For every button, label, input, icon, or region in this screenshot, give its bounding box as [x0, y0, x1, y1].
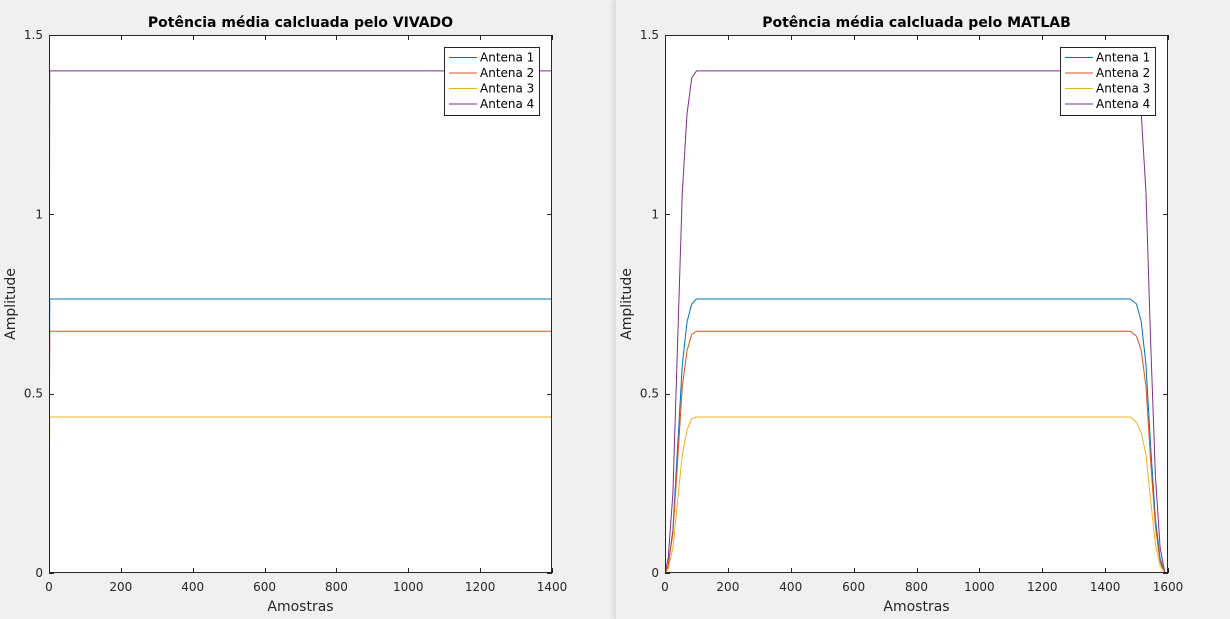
- figure-window-matlab: 0 200 400 600 800 1000 1200 1400 1600 0 0.5 1 1.5 Pot…: [615, 0, 1230, 619]
- legend-label-2: Antena 2: [1096, 66, 1150, 80]
- y-tick-label: 1: [35, 207, 43, 221]
- x-tick-label: 0: [45, 580, 53, 594]
- legend-label-4: Antena 4: [480, 97, 534, 111]
- y-tick-label: 0: [651, 566, 659, 580]
- x-tick-label: 1400: [537, 580, 568, 594]
- x-tick-label: 400: [779, 580, 802, 594]
- series-line-3: [665, 416, 1166, 573]
- x-tick-label: 1400: [1090, 580, 1121, 594]
- chart-matlab: 0 200 400 600 800 1000 1200 1400 1600 0 0.5 1 1.5 Pot…: [619, 15, 1184, 615]
- y-tick-label: 1.5: [24, 28, 43, 42]
- y-tick-label: 0.5: [640, 387, 659, 401]
- y-tick-label: 0.5: [24, 387, 43, 401]
- axes-box: [49, 35, 552, 573]
- x-tick-label: 800: [905, 580, 928, 594]
- x-tick-label: 400: [181, 580, 204, 594]
- series-line-1: [665, 298, 1166, 573]
- legend-label-2: Antena 2: [480, 66, 534, 80]
- x-axis-label: Amostras: [267, 599, 333, 615]
- x-tick-label: 1000: [393, 580, 424, 594]
- legend-label-4: Antena 4: [1096, 97, 1150, 111]
- series-group: [665, 70, 1166, 573]
- chart-title: Potência média calcluada pelo MATLAB: [762, 15, 1071, 31]
- y-tick-label: 1.5: [640, 28, 659, 42]
- x-tick-label: 1200: [1027, 580, 1058, 594]
- chart-title: Potência média calcluada pelo VIVADO: [148, 15, 453, 31]
- chart-vivado: 0 200 400 600 800 1000 1200 1400 0 0.5 1 1.5 Potênci…: [3, 15, 568, 615]
- legend-label-3: Antena 3: [480, 82, 534, 96]
- x-tick-label: 1000: [964, 580, 995, 594]
- x-tick-label: 1600: [1153, 580, 1184, 594]
- x-tick-label: 800: [325, 580, 348, 594]
- series-line-4: [665, 70, 1166, 573]
- y-axis-label: Amplitude: [3, 268, 19, 340]
- legend-label-1: Antena 1: [1096, 51, 1150, 65]
- plot-area: [665, 35, 1168, 573]
- legend-label-1: Antena 1: [480, 51, 534, 65]
- y-tick-label: 0: [35, 566, 43, 580]
- y-tick-label: 1: [651, 207, 659, 221]
- x-tick-label: 600: [842, 580, 865, 594]
- plot-area: [49, 35, 552, 573]
- figure-window-vivado: 0 200 400 600 800 1000 1200 1400 0 0.5 1 1.5 Potênci…: [3, 15, 568, 615]
- x-axis-label: Amostras: [883, 599, 949, 615]
- series-line-2: [665, 330, 1166, 573]
- x-tick-label: 600: [253, 580, 276, 594]
- y-axis-label: Amplitude: [619, 268, 635, 340]
- legend-label-3: Antena 3: [1096, 82, 1150, 96]
- x-tick-label: 200: [109, 580, 132, 594]
- x-tick-label: 0: [661, 580, 669, 594]
- x-tick-label: 1200: [465, 580, 496, 594]
- axes-box: [665, 35, 1168, 573]
- x-tick-label: 200: [716, 580, 739, 594]
